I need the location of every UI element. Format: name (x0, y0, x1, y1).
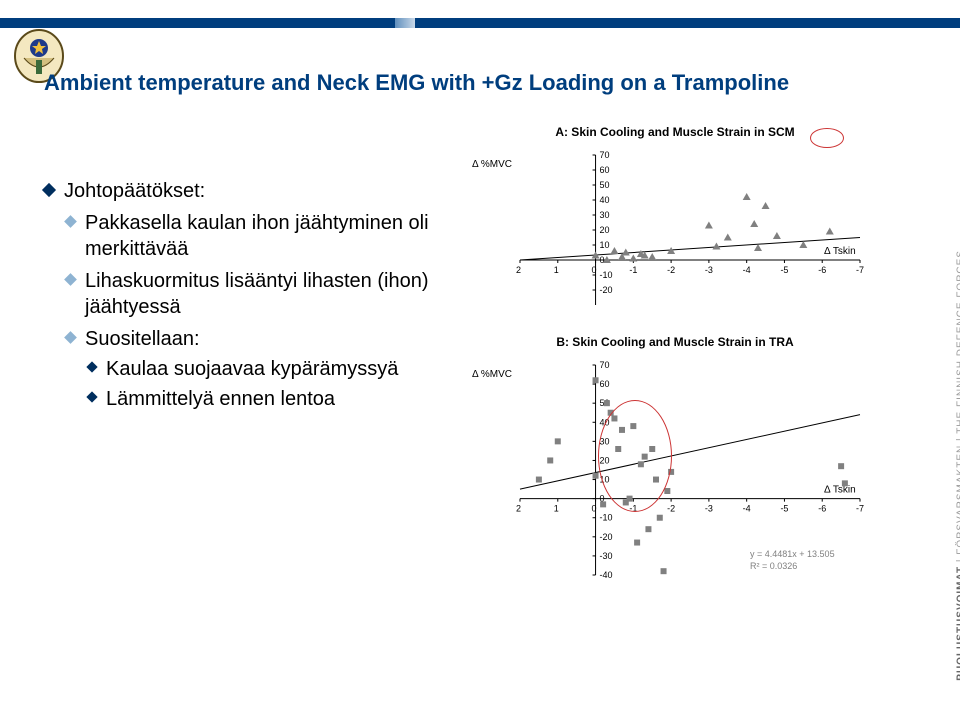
svg-text:Δ %MVC: Δ %MVC (472, 159, 512, 170)
list-item: Lämmittelyä ennen lentoa (88, 386, 444, 412)
org-sv: FÖRSVARSMAKTEN (956, 445, 960, 555)
bullet-text: Suositellaan: (85, 326, 200, 352)
bullet-text: Johtopäätökset: (64, 178, 205, 204)
svg-text:-5: -5 (780, 504, 788, 514)
svg-text:70: 70 (600, 150, 610, 160)
chart-a: 706050403020100-10-20210-1-2-3-4-5-6-7Δ … (460, 145, 880, 315)
org-label: PUOLUSTUSVOIMAT | FÖRSVARSMAKTEN | THE F… (956, 250, 960, 681)
svg-text:-3: -3 (705, 265, 713, 275)
bullet-text: Lihaskuormitus lisääntyi lihasten (ihon)… (85, 268, 444, 320)
bullet-icon (86, 361, 97, 372)
bullet-text: Lämmittelyä ennen lentoa (106, 386, 335, 412)
svg-text:-10: -10 (600, 513, 613, 523)
svg-text:-6: -6 (818, 504, 826, 514)
svg-text:-40: -40 (600, 570, 613, 580)
svg-text:-2: -2 (667, 504, 675, 514)
svg-text:-6: -6 (818, 265, 826, 275)
svg-text:Δ Tskin: Δ Tskin (824, 246, 856, 257)
svg-text:-7: -7 (856, 265, 864, 275)
list-item: Pakkasella kaulan ihon jäähtyminen oli m… (66, 210, 444, 262)
svg-text:-2: -2 (667, 265, 675, 275)
header-accent (395, 18, 415, 28)
bullet-icon (64, 215, 77, 228)
org-fi: PUOLUSTUSVOIMAT (956, 566, 960, 681)
bullet-icon (42, 183, 56, 197)
svg-text:Δ Tskin: Δ Tskin (824, 485, 856, 496)
bullet-list: Johtopäätökset: Pakkasella kaulan ihon j… (44, 170, 444, 412)
svg-text:1: 1 (554, 504, 559, 514)
list-item: Johtopäätökset: (44, 178, 444, 204)
svg-text:50: 50 (600, 180, 610, 190)
list-item: Lihaskuormitus lisääntyi lihasten (ihon)… (66, 268, 444, 320)
svg-text:-7: -7 (856, 504, 864, 514)
header-bar (0, 18, 960, 28)
svg-text:60: 60 (600, 165, 610, 175)
svg-text:R² = 0.0326: R² = 0.0326 (750, 561, 797, 571)
svg-text:40: 40 (600, 195, 610, 205)
page-title: Ambient temperature and Neck EMG with +G… (44, 70, 789, 96)
svg-text:-5: -5 (780, 265, 788, 275)
svg-text:0: 0 (600, 255, 605, 265)
bullet-icon (64, 331, 77, 344)
svg-text:-10: -10 (600, 270, 613, 280)
chart-b-title: B: Skin Cooling and Muscle Strain in TRA (460, 335, 890, 349)
bullet-text: Kaulaa suojaavaa kypärämyssyä (106, 356, 398, 382)
org-en: THE FINNISH DEFENCE FORCES (956, 250, 960, 434)
svg-text:-4: -4 (743, 504, 751, 514)
svg-text:10: 10 (600, 240, 610, 250)
svg-text:-20: -20 (600, 285, 613, 295)
svg-text:2: 2 (516, 265, 521, 275)
svg-text:2: 2 (516, 504, 521, 514)
svg-text:0: 0 (592, 265, 597, 275)
svg-text:-1: -1 (629, 265, 637, 275)
charts-container: A: Skin Cooling and Muscle Strain in SCM… (460, 125, 890, 605)
highlight-circle-b (598, 400, 672, 512)
bullet-icon (64, 273, 77, 286)
list-item: Suositellaan: (66, 326, 444, 352)
svg-text:30: 30 (600, 210, 610, 220)
svg-text:Δ %MVC: Δ %MVC (472, 369, 512, 380)
svg-text:60: 60 (600, 379, 610, 389)
bullet-icon (86, 391, 97, 402)
svg-text:-30: -30 (600, 551, 613, 561)
svg-text:0: 0 (592, 504, 597, 514)
svg-text:y = 4.4481x + 13.505: y = 4.4481x + 13.505 (750, 549, 835, 559)
svg-text:-4: -4 (743, 265, 751, 275)
list-item: Kaulaa suojaavaa kypärämyssyä (88, 356, 444, 382)
svg-text:1: 1 (554, 265, 559, 275)
highlight-circle-a (810, 128, 844, 148)
svg-text:-3: -3 (705, 504, 713, 514)
svg-text:-20: -20 (600, 532, 613, 542)
svg-text:20: 20 (600, 225, 610, 235)
bullet-text: Pakkasella kaulan ihon jäähtyminen oli m… (85, 210, 444, 262)
svg-text:70: 70 (600, 360, 610, 370)
